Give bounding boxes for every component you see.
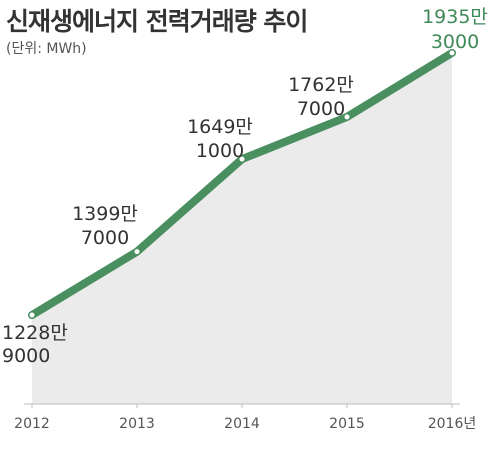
data-label-minor: 9000 <box>2 345 50 367</box>
unit-note: (단위: MWh) <box>6 41 87 57</box>
data-point <box>343 113 351 121</box>
data-label-major: 1935만 <box>422 6 488 28</box>
area-fill <box>32 52 452 404</box>
x-tick-label: 2014 <box>224 416 260 432</box>
data-point <box>133 248 141 256</box>
data-label-minor: 3000 <box>431 31 479 53</box>
data-label-minor: 1000 <box>196 140 244 162</box>
data-label-major: 1762만 <box>288 74 354 96</box>
data-label-major: 1649만 <box>187 116 253 138</box>
x-tick-label: 2013 <box>119 416 155 432</box>
data-label-major: 1228만 <box>2 322 68 344</box>
data-point <box>28 311 36 319</box>
chart-title: 신재생에너지 전력거래량 추이 <box>6 7 308 36</box>
data-point <box>238 155 246 163</box>
data-label-minor: 7000 <box>81 227 129 249</box>
x-tick-label: 2016년 <box>428 416 477 432</box>
data-label-minor: 7000 <box>297 98 345 120</box>
x-tick-label: 2012 <box>14 416 50 432</box>
x-tick-label: 2015 <box>329 416 365 432</box>
data-point <box>448 49 456 57</box>
data-label-major: 1399만 <box>72 203 138 225</box>
